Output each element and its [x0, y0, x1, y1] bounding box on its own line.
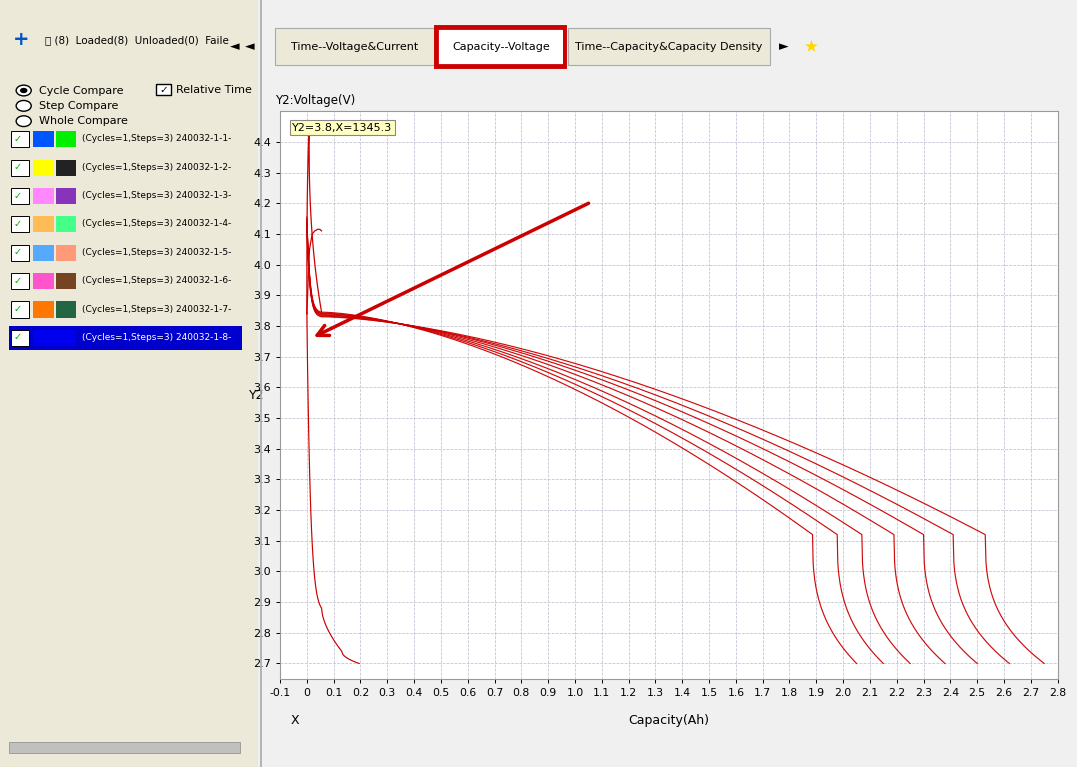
- Text: Time--Capacity&Capacity Density: Time--Capacity&Capacity Density: [575, 41, 763, 52]
- Text: 📁 (8)  Loaded(8)  Unloaded(0)  Faile: 📁 (8) Loaded(8) Unloaded(0) Faile: [45, 35, 229, 45]
- Text: ✓: ✓: [14, 190, 23, 201]
- Text: ◄: ◄: [230, 41, 239, 53]
- Text: (Cycles=1,Steps=3) 240032-1-3-: (Cycles=1,Steps=3) 240032-1-3-: [82, 191, 232, 200]
- Text: (Cycles=1,Steps=3) 240032-1-6-: (Cycles=1,Steps=3) 240032-1-6-: [82, 276, 232, 285]
- Text: Y2:Voltage(V): Y2:Voltage(V): [275, 94, 355, 107]
- Text: (Cycles=1,Steps=3) 240032-1-1-: (Cycles=1,Steps=3) 240032-1-1-: [82, 134, 232, 143]
- Text: ✓: ✓: [14, 247, 23, 258]
- Text: ►: ►: [780, 41, 788, 53]
- Text: ✓: ✓: [14, 275, 23, 286]
- Text: ✓: ✓: [159, 84, 169, 95]
- Text: (Cycles=1,Steps=3) 240032-1-2-: (Cycles=1,Steps=3) 240032-1-2-: [82, 163, 232, 172]
- Text: ✓: ✓: [14, 133, 23, 144]
- Text: Capacity--Voltage: Capacity--Voltage: [452, 41, 549, 52]
- Text: Whole Compare: Whole Compare: [39, 116, 128, 127]
- Text: ✓: ✓: [14, 304, 23, 314]
- Text: Relative Time: Relative Time: [176, 84, 251, 95]
- Text: Y2: Y2: [249, 389, 264, 401]
- Text: ✓: ✓: [14, 162, 23, 173]
- Text: Capacity(Ah): Capacity(Ah): [628, 715, 710, 727]
- Text: Cycle Compare: Cycle Compare: [39, 85, 123, 96]
- Text: Step Compare: Step Compare: [39, 100, 118, 111]
- Text: ✓: ✓: [14, 219, 23, 229]
- Text: X: X: [291, 715, 299, 727]
- Text: ◄: ◄: [246, 41, 254, 53]
- Text: (Cycles=1,Steps=3) 240032-1-4-: (Cycles=1,Steps=3) 240032-1-4-: [82, 219, 232, 229]
- Text: Y2=3.8,X=1345.3: Y2=3.8,X=1345.3: [293, 123, 393, 133]
- Text: (Cycles=1,Steps=3) 240032-1-5-: (Cycles=1,Steps=3) 240032-1-5-: [82, 248, 232, 257]
- Text: ✓: ✓: [14, 332, 23, 343]
- Text: (Cycles=1,Steps=3) 240032-1-7-: (Cycles=1,Steps=3) 240032-1-7-: [82, 304, 232, 314]
- Text: ★: ★: [803, 38, 819, 56]
- Text: (Cycles=1,Steps=3) 240032-1-8-: (Cycles=1,Steps=3) 240032-1-8-: [82, 333, 232, 342]
- Text: +: +: [13, 31, 29, 49]
- Text: Time--Voltage&Current: Time--Voltage&Current: [291, 41, 418, 52]
